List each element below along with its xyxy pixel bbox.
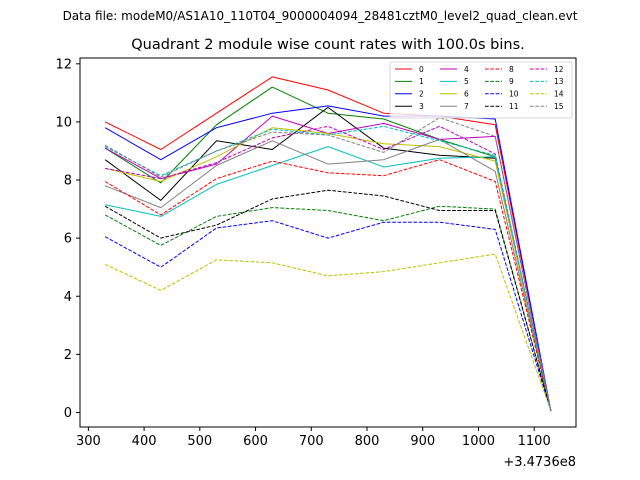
legend-label-4: 4 [464,65,469,74]
legend-box [389,61,573,119]
legend-label-10: 10 [509,90,519,99]
series-line-5 [104,146,552,412]
legend-label-15: 15 [554,102,564,111]
y-axis: 0 2 4 6 8 10 12 [55,57,80,421]
legend-label-12: 12 [554,65,564,74]
x-tick-label: 700 [299,434,324,449]
x-tick-label: 800 [355,434,380,449]
axes-frame [79,57,577,428]
series-line-0 [104,76,552,412]
y-tick-label: 12 [55,57,72,72]
y-tick-label: 8 [64,174,72,189]
series-line-11 [104,189,552,412]
series-layer [104,76,552,412]
x-tick-label: 900 [410,434,435,449]
y-tick-label: 2 [64,348,72,363]
legend-label-1: 1 [419,77,424,86]
y-tick-label: 6 [64,232,72,247]
x-axis: 300 400 500 600 700 800 900 1000 1100 [76,427,551,449]
x-offset-label: +3.4736e8 [503,455,576,470]
x-tick-label: 600 [243,434,268,449]
series-line-7 [104,138,552,412]
axes-background [80,58,576,427]
series-line-9 [104,205,552,412]
legend-label-7: 7 [464,102,469,111]
legend-label-9: 9 [509,77,514,86]
chart-title: Quadrant 2 module wise count rates with … [131,37,525,53]
series-line-14 [104,253,552,412]
suptitle: Data file: modeM0/AS1A10_110T04_90000040… [63,9,578,23]
series-line-10 [104,220,552,412]
x-tick-label: 1100 [518,434,551,449]
y-tick-label: 4 [64,290,72,305]
legend-label-8: 8 [509,65,514,74]
legend-label-5: 5 [464,77,469,86]
legend-label-14: 14 [554,90,564,99]
legend-label-0: 0 [419,65,424,74]
plot-area [79,57,577,428]
series-line-15 [104,117,552,412]
series-line-12 [105,125,552,412]
y-tick-label: 10 [55,115,72,130]
legend-label-11: 11 [509,102,519,111]
x-tick-label: 500 [187,434,212,449]
y-tick-label: 0 [64,406,72,421]
x-tick-label: 1000 [462,434,495,449]
legend-label-6: 6 [464,90,469,99]
x-tick-label: 300 [76,434,101,449]
legend-label-2: 2 [419,90,424,99]
legend-label-13: 13 [554,77,564,86]
series-line-8 [104,159,552,412]
x-tick-label: 400 [132,434,157,449]
legend-label-3: 3 [419,102,424,111]
series-line-1 [104,86,552,412]
